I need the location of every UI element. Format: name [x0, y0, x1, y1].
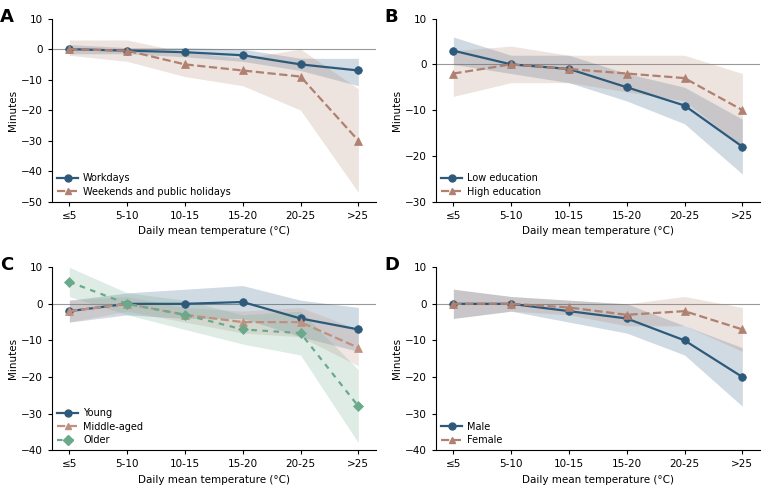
Y-axis label: Minutes: Minutes — [8, 338, 18, 379]
Legend: Workdays, Weekends and public holidays: Workdays, Weekends and public holidays — [57, 173, 231, 197]
X-axis label: Daily mean temperature (°C): Daily mean temperature (°C) — [137, 475, 290, 485]
X-axis label: Daily mean temperature (°C): Daily mean temperature (°C) — [521, 226, 674, 236]
Legend: Low education, High education: Low education, High education — [441, 173, 541, 197]
Legend: Male, Female: Male, Female — [441, 422, 502, 445]
Text: C: C — [0, 256, 14, 274]
Text: D: D — [384, 256, 399, 274]
X-axis label: Daily mean temperature (°C): Daily mean temperature (°C) — [137, 226, 290, 236]
Text: A: A — [0, 8, 14, 26]
Y-axis label: Minutes: Minutes — [392, 338, 402, 379]
Text: B: B — [384, 8, 398, 26]
Legend: Young, Middle-aged, Older: Young, Middle-aged, Older — [57, 408, 143, 445]
Y-axis label: Minutes: Minutes — [392, 90, 402, 131]
Y-axis label: Minutes: Minutes — [8, 90, 18, 131]
X-axis label: Daily mean temperature (°C): Daily mean temperature (°C) — [521, 475, 674, 485]
